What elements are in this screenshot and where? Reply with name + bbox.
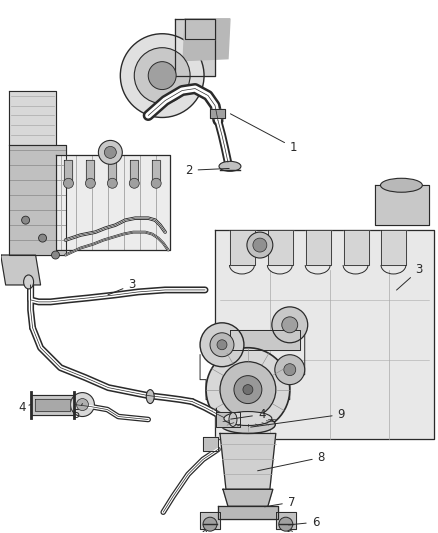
Circle shape [253,238,267,252]
Circle shape [282,317,298,333]
Polygon shape [381,230,406,265]
Polygon shape [1,255,41,285]
Polygon shape [152,160,160,180]
Ellipse shape [24,275,34,289]
Polygon shape [230,330,300,350]
Polygon shape [64,160,72,180]
Circle shape [284,364,296,376]
Text: 6: 6 [289,516,319,529]
Ellipse shape [229,413,237,426]
Polygon shape [210,109,225,118]
Circle shape [206,348,290,432]
Circle shape [77,399,88,410]
Ellipse shape [146,390,154,403]
Polygon shape [108,160,117,180]
Polygon shape [200,512,220,529]
Polygon shape [35,399,71,410]
Text: 5: 5 [72,403,82,421]
Text: 9: 9 [251,408,345,427]
Text: 1: 1 [230,114,297,154]
Circle shape [148,62,176,90]
Circle shape [217,340,227,350]
Circle shape [200,323,244,367]
Polygon shape [220,433,276,489]
Polygon shape [9,91,56,146]
Text: 7: 7 [265,496,295,509]
Text: 2: 2 [185,164,229,177]
Polygon shape [306,230,331,265]
Circle shape [134,47,190,103]
Circle shape [52,251,60,259]
Circle shape [129,178,139,188]
Circle shape [210,333,234,357]
Circle shape [104,147,117,158]
Circle shape [203,517,217,531]
Polygon shape [56,155,170,250]
Polygon shape [268,230,293,265]
Circle shape [39,234,46,242]
Polygon shape [218,506,278,519]
Polygon shape [31,394,74,415]
Text: 3: 3 [108,278,136,295]
Polygon shape [374,185,429,225]
Circle shape [85,178,95,188]
Ellipse shape [224,411,272,425]
Circle shape [279,517,293,531]
Circle shape [120,34,204,117]
Text: 3: 3 [396,263,423,290]
Polygon shape [175,19,215,76]
Circle shape [220,362,276,417]
Text: 8: 8 [258,451,325,471]
Circle shape [21,216,30,224]
Circle shape [247,232,273,258]
Polygon shape [185,19,215,39]
Polygon shape [230,230,255,265]
Polygon shape [343,230,368,265]
Polygon shape [215,230,434,439]
Circle shape [99,140,122,164]
Circle shape [243,385,253,394]
Circle shape [275,355,305,385]
Circle shape [234,376,262,403]
Polygon shape [203,438,218,451]
Circle shape [107,178,117,188]
Ellipse shape [220,416,276,433]
Polygon shape [183,19,230,61]
Ellipse shape [381,178,422,192]
Circle shape [64,178,74,188]
Circle shape [151,178,161,188]
Polygon shape [130,160,138,180]
Polygon shape [9,146,67,255]
Circle shape [71,393,95,416]
Text: 4: 4 [19,401,31,414]
Polygon shape [216,411,240,427]
Polygon shape [276,512,296,529]
Text: 4: 4 [231,408,265,421]
Ellipse shape [219,161,241,171]
Polygon shape [223,489,273,506]
Polygon shape [86,160,95,180]
Circle shape [272,307,308,343]
